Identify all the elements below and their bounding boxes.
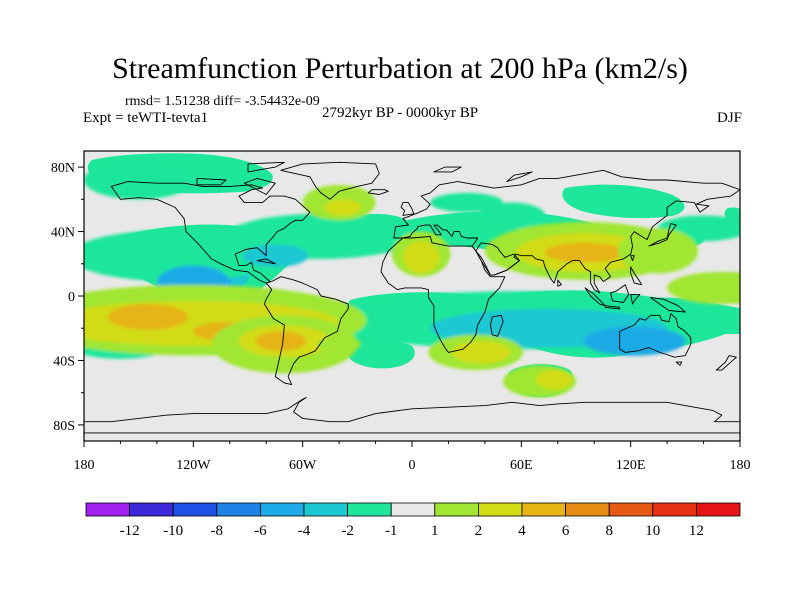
stats-label: rmsd= 1.51238 diff= -3.54432e-09 <box>125 94 320 109</box>
coastline-taiwan <box>630 255 635 262</box>
x-tick-label-6: 180 <box>730 458 751 473</box>
coastline-madagascar <box>489 314 504 337</box>
positive-anomaly-region-12 <box>402 241 440 274</box>
colorbar-swatch-11 <box>565 502 610 517</box>
x-tick-label-5: 120E <box>616 458 646 473</box>
colorbar-label-5: -2 <box>341 523 354 539</box>
colorbar-label-4: -4 <box>298 523 311 539</box>
positive-anomaly-region-27 <box>107 304 188 330</box>
colorbar-swatch-9 <box>477 502 523 517</box>
colorbar-label-12: 10 <box>645 523 660 539</box>
y-tick-label-2: 0 <box>68 290 75 305</box>
coastline-north-america <box>110 181 311 284</box>
colorbar-label-2: -8 <box>211 523 224 539</box>
colorbar-label-9: 4 <box>518 523 526 539</box>
colorbar-label-11: 8 <box>605 523 613 539</box>
coastline-victoria <box>196 177 227 186</box>
coastline-new-zealand <box>715 355 737 371</box>
colorbar-swatch-3 <box>216 502 261 517</box>
coastline-philippines <box>630 266 643 286</box>
colorbar-label-7: 1 <box>431 523 439 539</box>
colorbar-label-6: -1 <box>385 523 398 539</box>
coastline-ellesmere <box>247 161 285 173</box>
colorbar-label-13: 12 <box>689 523 704 539</box>
y-tick-label-1: 40N <box>51 226 75 241</box>
coastline-novaya-zemlya <box>506 171 533 183</box>
coastline-australia <box>619 313 692 358</box>
positive-anomaly-region-6 <box>84 160 194 200</box>
colorbar-swatch-6 <box>347 502 392 517</box>
colorbar-swatch-7 <box>390 502 436 517</box>
colorbar-swatch-5 <box>303 502 348 517</box>
colorbar-swatch-10 <box>521 502 566 517</box>
colorbar-swatch-14 <box>696 502 741 517</box>
chart-title: Streamfunction Perturbation at 200 hPa (… <box>112 52 688 85</box>
axis-ticks: 180 120W 60W 0 60E 120E 180 80N 40N 0 40S 80S <box>51 161 751 473</box>
experiment-label: Expt = teWTI-tevta1 <box>83 110 209 126</box>
colorbar-swatch-4 <box>259 502 305 517</box>
y-tick-label-0: 80N <box>51 161 75 176</box>
coastline-greenland <box>280 161 380 200</box>
colorbar-swatch-1 <box>129 502 174 517</box>
season-label: DJF <box>716 110 742 126</box>
coastline-new-guinea <box>650 297 686 313</box>
coastline-sumatra <box>584 287 606 307</box>
coastline-eurasia <box>393 169 740 294</box>
colorbar-label-3: -6 <box>254 523 267 539</box>
coastline-africa <box>380 235 506 353</box>
negative-south-atlantic-midlatitude <box>348 339 415 369</box>
positive-anomaly-region-5 <box>324 199 361 216</box>
colorbar-swatch-12 <box>608 502 654 517</box>
x-tick-label-1: 120W <box>176 458 211 473</box>
coastline-tasmania <box>675 361 683 366</box>
colorbar-label-1: -10 <box>163 523 183 539</box>
coastlines <box>84 161 740 434</box>
colorbar-label-8: 2 <box>475 523 483 539</box>
positive-anomaly-region-31 <box>255 331 307 351</box>
colorbar: -12 -10 -8 -6 -4 -2 -1 1 2 4 6 8 10 12 <box>85 502 741 539</box>
x-tick-label-2: 60W <box>289 458 317 473</box>
positive-anomaly-region-7 <box>430 192 504 213</box>
coastline-baffin <box>243 177 276 195</box>
coastline-british-isles <box>400 202 415 216</box>
coastline-svalbard <box>433 166 462 173</box>
colorbar-swatch-2 <box>172 502 218 517</box>
positive-anomaly-region-15 <box>545 242 626 263</box>
colorbar-label-0: -12 <box>120 523 140 539</box>
positive-anomaly-region-18 <box>583 326 686 356</box>
coastline-antarctica <box>84 397 740 434</box>
positive-anomaly-region-32 <box>317 336 361 353</box>
positive-anomaly-region-20 <box>452 341 511 364</box>
colorbar-label-10: 6 <box>562 523 570 539</box>
y-tick-label-4: 80S <box>53 419 75 434</box>
period-label: 2792kyr BP - 0000kyr BP <box>322 105 479 121</box>
coastline-south-america <box>263 276 349 386</box>
x-tick-label-4: 60E <box>510 458 533 473</box>
colorbar-swatch-13 <box>652 502 697 517</box>
coastline-java <box>604 305 621 310</box>
y-tick-label-3: 40S <box>53 354 75 369</box>
coastline-sri-lanka <box>557 279 562 287</box>
coastline-iceland <box>367 189 389 195</box>
positive-anomaly-region-34 <box>667 271 740 305</box>
positive-anomaly-region-8 <box>479 202 546 229</box>
colorbar-swatch-8 <box>434 502 479 517</box>
coastline-arabia <box>475 242 520 276</box>
coastline-borneo <box>610 284 630 303</box>
colorbar-swatch-0 <box>85 502 130 517</box>
negative-central-asia <box>562 184 685 219</box>
coastline-cuba <box>256 258 276 265</box>
x-tick-label-0: 180 <box>74 458 95 473</box>
positive-anomaly-region-24 <box>535 370 573 390</box>
coastline-japan <box>648 223 677 247</box>
coastline-sulawesi <box>630 293 641 305</box>
positive-anomaly-region-33 <box>617 228 699 274</box>
x-tick-label-3: 0 <box>409 458 416 473</box>
